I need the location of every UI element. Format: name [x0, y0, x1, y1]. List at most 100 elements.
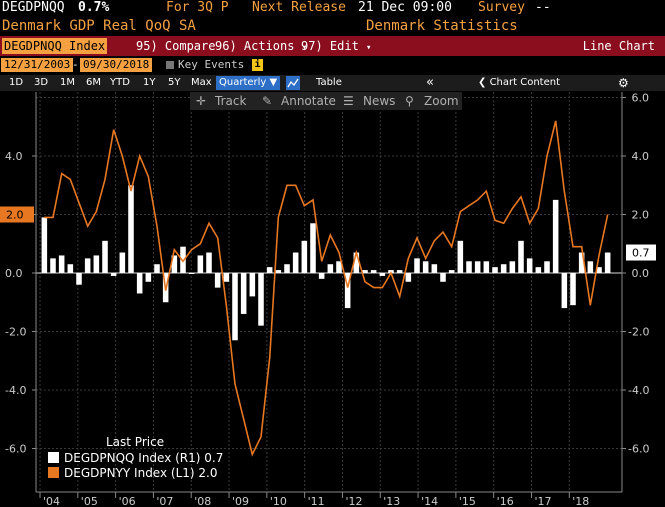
chart-mode-icon[interactable] [286, 76, 300, 90]
crosshair-icon: ✛ [196, 94, 206, 108]
edit-menu[interactable]: 97) Edit ▾ [301, 36, 371, 58]
data-bar [578, 252, 585, 273]
data-bar [327, 264, 334, 273]
data-bar [275, 270, 282, 273]
line-chart-icon [287, 78, 299, 88]
end-date-input[interactable]: 09/30/2018 [80, 58, 153, 72]
data-bar [396, 270, 403, 273]
data-bar [405, 273, 412, 282]
settings-gear-icon[interactable]: ⚙ [618, 76, 629, 90]
x-tick-label: '11 [308, 495, 325, 507]
data-bar [93, 255, 100, 273]
data-bar [509, 261, 516, 273]
function-toolbar: DEGDPNQQ Index 95) Compare 96) Actions ▾… [0, 36, 665, 56]
data-bar [292, 252, 299, 273]
left-tick-label: 0.0 [5, 267, 23, 280]
news-tool[interactable]: ☰ News [343, 94, 395, 108]
legend-swatch-bar [48, 452, 59, 463]
data-bar [440, 273, 446, 282]
left-axis: 4.02.00.0-2.0-4.0-6.02.0 [0, 92, 37, 492]
data-bar [604, 252, 611, 273]
info-icon[interactable]: i [252, 59, 263, 71]
x-tick-label: '09 [232, 495, 249, 507]
data-bar [128, 185, 134, 273]
x-tick-label: '05 [81, 495, 98, 507]
x-tick-label: '07 [156, 495, 173, 507]
caret-down-icon: ▾ [366, 43, 372, 53]
legend-swatch-line [48, 467, 59, 478]
compare-button[interactable]: 95) Compare [136, 39, 216, 53]
data-bar [492, 267, 498, 273]
data-bar [58, 255, 65, 273]
data-bar [466, 261, 472, 273]
actions-menu[interactable]: 96) Actions ▾ [215, 36, 307, 58]
period-max[interactable]: Max [191, 77, 212, 88]
data-bar [188, 273, 195, 274]
right-tick-label: 4.0 [628, 150, 649, 163]
data-bar [84, 258, 91, 273]
data-bar [336, 261, 342, 273]
key-events-checkbox[interactable] [166, 61, 174, 69]
zoom-tool[interactable]: ⚲ Zoom [405, 94, 459, 108]
data-bar [362, 270, 368, 273]
period-1d[interactable]: 1D [9, 77, 24, 88]
period-5y[interactable]: 5Y [168, 77, 181, 88]
data-bar [76, 273, 82, 285]
left-last-value-label: 2.0 [6, 209, 24, 222]
period-1m[interactable]: 1M [60, 77, 75, 88]
annotate-tool[interactable]: ✎ Annotate [262, 94, 336, 108]
x-tick-label: '17 [534, 495, 551, 507]
header-bar: DEGDPNQQ 0.7% For 3Q P Next Release 21 D… [0, 0, 665, 17]
frequency-dropdown[interactable]: Quarterly ▼ [216, 76, 281, 90]
data-bar [570, 273, 576, 306]
data-bar [249, 273, 256, 297]
last-value: 0.7% [78, 0, 110, 15]
data-bar [171, 255, 178, 273]
chart-type-selector[interactable]: Line Chart [582, 39, 655, 53]
x-tick-label: '10 [270, 495, 287, 507]
data-bar [500, 264, 507, 273]
right-tick-label: 6.0 [628, 92, 649, 105]
chart-content-button[interactable]: ❮ Chart Content [478, 75, 560, 91]
security-description: Denmark GDP Real QoQ SA [2, 18, 196, 34]
data-bar [119, 252, 126, 273]
left-tick-label: 4.0 [5, 150, 23, 163]
data-bar [310, 223, 316, 273]
next-release-time: 21 Dec 09:00 [358, 0, 452, 15]
data-bar [370, 270, 377, 273]
collapse-icon[interactable]: « [426, 75, 434, 90]
security-field[interactable]: DEGDPNQQ Index [2, 38, 108, 54]
data-bar [474, 261, 481, 273]
period-6m[interactable]: 6M [86, 77, 101, 88]
left-last-value-badge [0, 206, 34, 223]
data-bar [223, 273, 230, 282]
survey-value: -- [535, 0, 551, 15]
start-date-input[interactable]: 12/31/2003 [1, 58, 74, 72]
chart-area[interactable]: 4.0 2.0 0.0 -2.0 -4.0 -6.0 2.0 6.0 4.0 2.0 0.0… [0, 92, 665, 507]
period-3d[interactable]: 3D [34, 77, 49, 88]
period-ytd[interactable]: YTD [110, 77, 130, 88]
data-bar [344, 273, 351, 309]
data-bar [214, 273, 221, 288]
line-series [44, 120, 609, 457]
news-label: News [363, 94, 395, 108]
annotate-label: Annotate [281, 94, 336, 108]
data-bar [232, 273, 238, 341]
data-bar [301, 240, 308, 273]
data-bar [431, 264, 438, 273]
data-bar [110, 273, 117, 276]
x-tick-label: '12 [345, 495, 362, 507]
data-bar [552, 199, 559, 273]
right-tick-label: -2.0 [628, 326, 649, 339]
data-bar [414, 258, 420, 273]
data-bar [535, 267, 542, 273]
track-tool[interactable]: ✛ Track [196, 94, 246, 108]
table-button[interactable]: Table [316, 77, 342, 88]
legend-item-line: DEGDPNYY Index (L1) 2.0 [64, 466, 217, 480]
period-1y[interactable]: 1Y [143, 77, 156, 88]
description-bar: Denmark GDP Real QoQ SA Denmark Statisti… [0, 17, 665, 36]
x-tick-label: '08 [194, 495, 211, 507]
x-tick-label: '18 [572, 495, 589, 507]
x-tick-label: '16 [497, 495, 514, 507]
chart-tools: ✛ Track ✎ Annotate ☰ News ⚲ Zoom [190, 92, 462, 110]
